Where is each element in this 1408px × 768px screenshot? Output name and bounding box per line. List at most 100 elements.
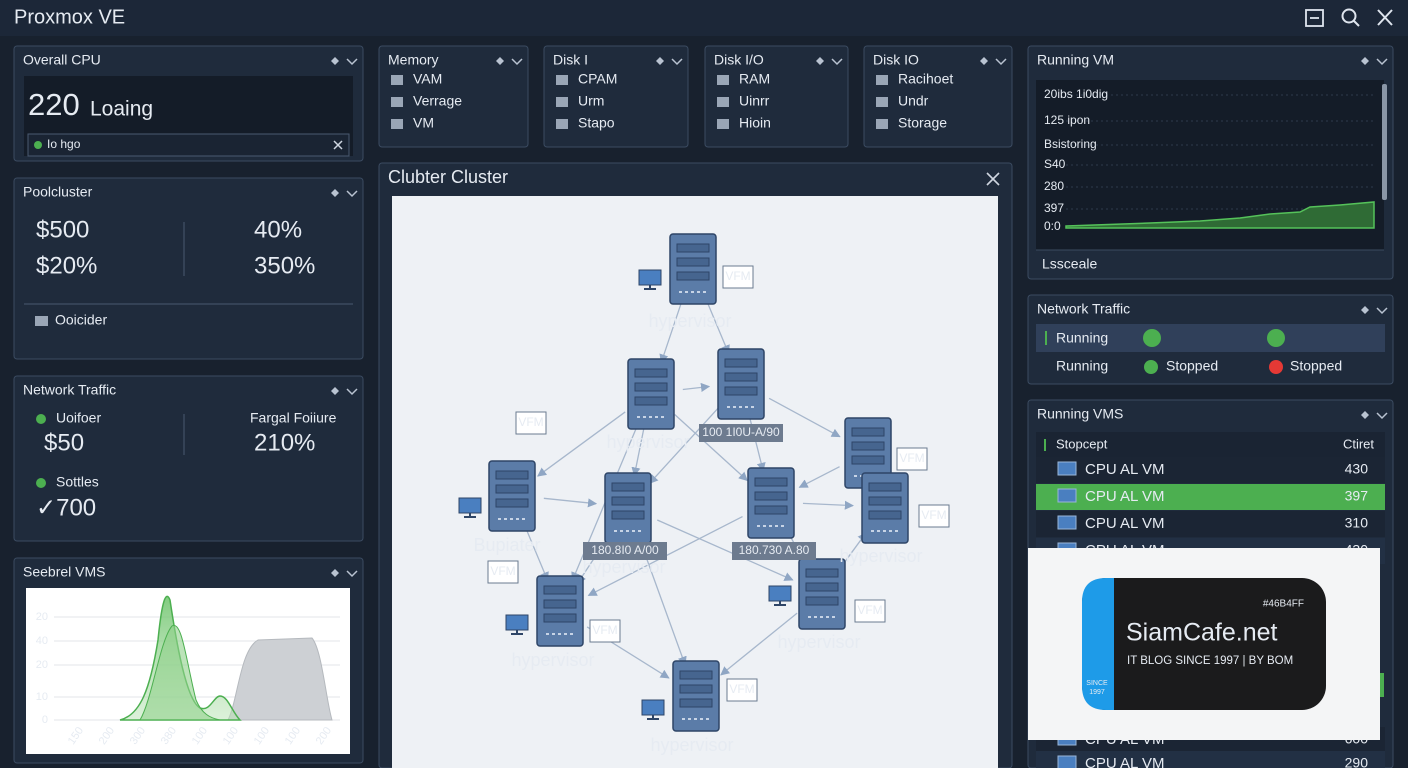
panel-title: Seebrel VMS: [23, 564, 105, 580]
panel: [704, 45, 849, 148]
scrollbar[interactable]: [1382, 84, 1387, 200]
tag-box: [918, 504, 950, 528]
monitor-icon: [1057, 488, 1077, 503]
panel-pin-icon[interactable]: [1361, 57, 1369, 65]
server-slot: [543, 585, 577, 595]
server-slot: [679, 670, 713, 680]
panel-title: Running VMS: [1037, 406, 1123, 422]
close-icon[interactable]: [1377, 9, 1393, 26]
server-slot: [724, 358, 758, 368]
status-dot: [1269, 360, 1283, 374]
item-label: Racihoet: [898, 71, 953, 87]
panel-menu-icon[interactable]: [831, 58, 843, 66]
monitor-stand: [464, 513, 476, 518]
monitor-icon: [505, 614, 529, 631]
item-label: Uinrr: [739, 93, 770, 109]
window-icon[interactable]: [1305, 9, 1324, 27]
server-slot: [754, 505, 788, 515]
panel-menu-icon[interactable]: [346, 190, 358, 198]
panel-pin-icon[interactable]: [331, 569, 339, 577]
panel-menu-icon[interactable]: [346, 570, 358, 578]
axis-label: 397: [1044, 201, 1064, 215]
panel-pin-icon[interactable]: [331, 189, 339, 197]
axis-label: 280: [1044, 179, 1064, 193]
edge: [704, 297, 730, 355]
badge-close[interactable]: [333, 140, 343, 150]
panel-menu-icon[interactable]: [671, 58, 683, 66]
panel-pin-icon[interactable]: [496, 57, 504, 65]
panel-title: Network Traffic: [1037, 301, 1130, 317]
panel-title: Network Traffic: [23, 382, 116, 398]
item-label: Storage: [898, 115, 947, 131]
node-label: hypervisor: [839, 546, 922, 566]
panel-menu-icon[interactable]: [1376, 412, 1388, 420]
item-icon: [391, 119, 403, 129]
stat-value: $50: [44, 429, 84, 456]
edge: [648, 406, 720, 485]
table-header: [1036, 432, 1385, 458]
edge: [768, 397, 841, 438]
edge: [798, 466, 840, 488]
panel-menu-icon[interactable]: [1376, 58, 1388, 66]
logo-code: #46B4FF: [1263, 599, 1304, 610]
edge: [656, 519, 794, 581]
panel-pin-icon[interactable]: [1361, 306, 1369, 314]
panel-menu-icon[interactable]: [995, 58, 1007, 66]
panel-title: Memory: [388, 52, 439, 68]
monitor-icon: [641, 699, 665, 716]
stat-label: Uoifoer: [56, 410, 101, 426]
monitor-icon: [1057, 515, 1077, 530]
node-label: hypervisor: [606, 432, 689, 452]
search-icon[interactable]: [1341, 8, 1357, 24]
item-icon: [391, 97, 403, 107]
panel-pin-icon[interactable]: [331, 387, 339, 395]
table-row[interactable]: [1036, 457, 1385, 483]
monitor-icon: [638, 269, 662, 286]
line-area: [1065, 201, 1375, 229]
panel-menu-icon[interactable]: [1376, 307, 1388, 315]
address-box: [732, 542, 816, 560]
panel-title: Disk IO: [873, 52, 919, 68]
server-slot: [495, 498, 529, 508]
close-icon[interactable]: [986, 172, 1000, 186]
panel-title: Disk I/O: [714, 52, 764, 68]
vm-name: CPU AL VM: [1085, 755, 1164, 768]
logo-badge: SINCE: [1086, 680, 1108, 687]
server-slot: [495, 470, 529, 480]
table-row[interactable]: [1036, 511, 1385, 537]
vm-name: CPU AL VM: [1085, 461, 1164, 478]
panel-pin-icon[interactable]: [656, 57, 664, 65]
panel-menu-icon[interactable]: [511, 58, 523, 66]
panel-menu-icon[interactable]: [346, 58, 358, 66]
panel-pin-icon[interactable]: [331, 57, 339, 65]
panel: [378, 45, 529, 148]
axis-label: 0:0: [1044, 219, 1061, 233]
tag-box: [722, 265, 754, 289]
item-label: Undr: [898, 93, 929, 109]
tag-label: VFM: [857, 603, 882, 617]
tag-label: VFM: [725, 269, 750, 283]
stat-label: Fargal Foiiure: [250, 410, 337, 426]
table-row[interactable]: [1036, 484, 1385, 510]
panel-menu-icon[interactable]: [346, 388, 358, 396]
panel: [863, 45, 1013, 148]
item-icon: [717, 75, 729, 85]
row-highlight: [1036, 324, 1385, 352]
item-label: Verrage: [413, 93, 462, 109]
panel: [13, 375, 364, 542]
panel-pin-icon[interactable]: [980, 57, 988, 65]
server-slot: [543, 613, 577, 623]
axis-label: 125 ipon: [1044, 113, 1090, 127]
panel-pin-icon[interactable]: [816, 57, 824, 65]
tag-box: [589, 619, 621, 643]
logo-name: SiamCafe.net: [1126, 619, 1278, 647]
monitor-icon: [1057, 461, 1077, 476]
table-row[interactable]: [1036, 751, 1385, 768]
item-icon: [556, 97, 568, 107]
server-slot: [868, 510, 902, 520]
status-dot: [36, 478, 46, 488]
item-icon: [876, 97, 888, 107]
panel-pin-icon[interactable]: [1361, 411, 1369, 419]
server-slot: [543, 599, 577, 609]
